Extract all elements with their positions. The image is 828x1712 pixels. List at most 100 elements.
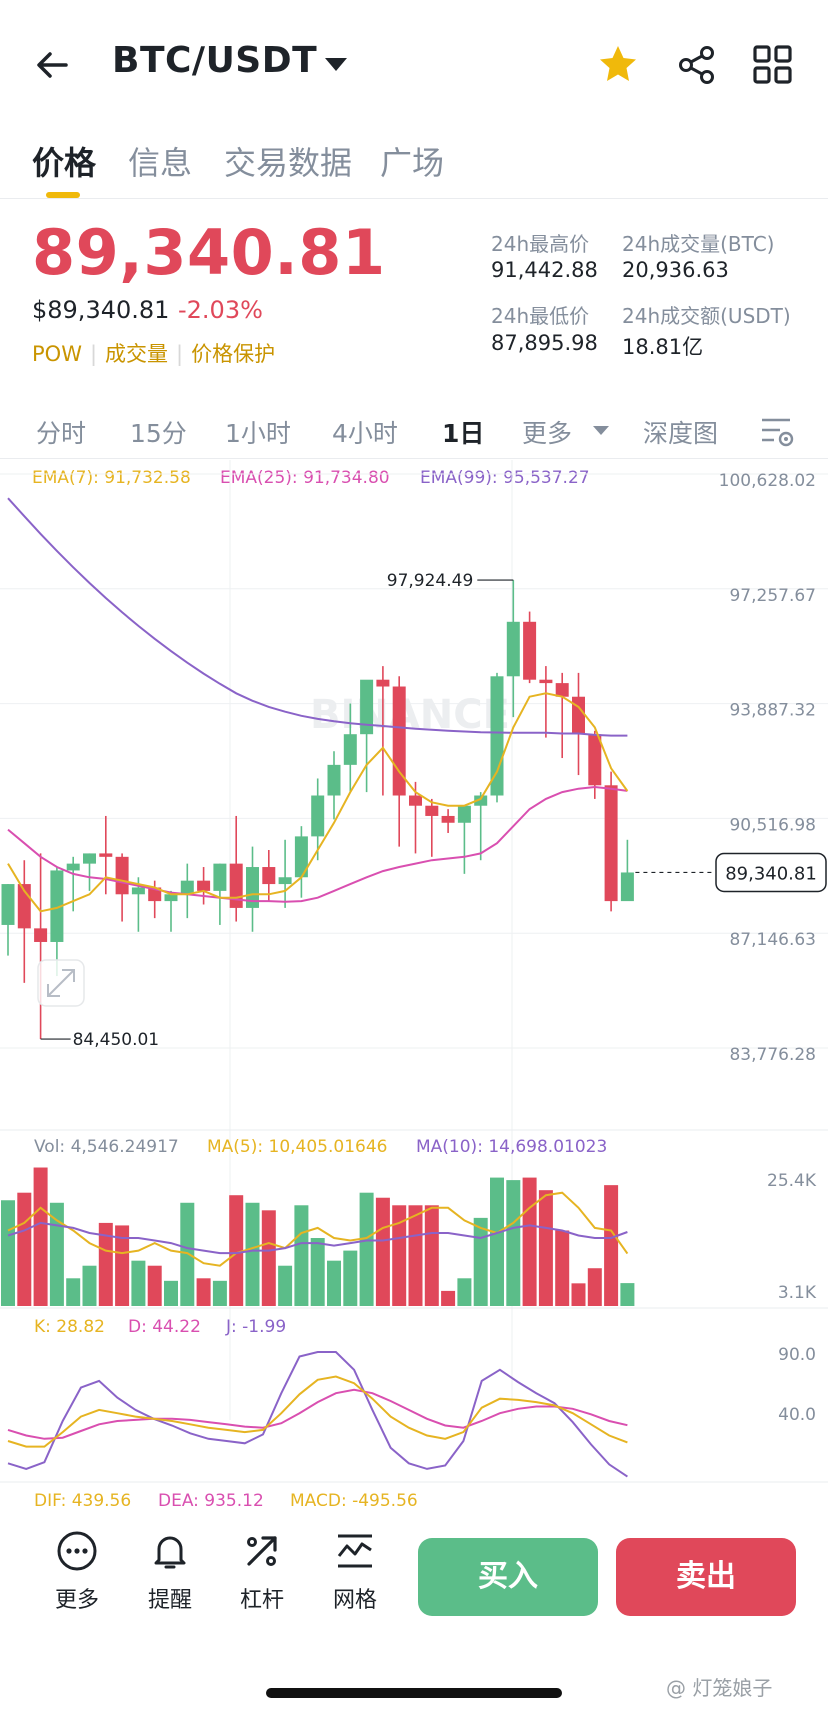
ema99-legend: EMA(99): 95,537.27 <box>420 468 590 488</box>
candle-body <box>197 880 211 891</box>
price-chart[interactable]: 100,628.02 97,257.67 93,887.32 90,516.98 87,… <box>0 460 828 1510</box>
grid-trading-button[interactable]: 网格 <box>315 1530 395 1614</box>
back-arrow-icon[interactable] <box>30 40 80 90</box>
last-price-label: 89,340.81 <box>725 863 817 884</box>
high-annotation: 97,924.49 <box>387 571 474 591</box>
candle-body <box>115 856 129 895</box>
volume-bar <box>359 1192 374 1306</box>
candle-body <box>588 734 602 786</box>
candle-body <box>131 887 145 895</box>
low-annotation: 84,450.01 <box>73 1030 160 1050</box>
volume-bar <box>555 1230 570 1306</box>
trading-pair-title[interactable]: BTC/USDT <box>112 40 318 81</box>
leverage-icon <box>247 1536 277 1566</box>
candle-body <box>555 683 569 697</box>
candle-body <box>604 785 618 902</box>
volume-y-tick: 3.1K <box>778 1283 817 1303</box>
last-price-box <box>715 852 827 893</box>
y-tick-label: 87,146.63 <box>729 930 816 950</box>
last-price: 89,340.81 <box>32 216 386 289</box>
volume-ma10-legend: MA(10): 14,698.01023 <box>416 1137 607 1157</box>
home-indicator[interactable] <box>266 1688 562 1698</box>
header: BTC/USDT <box>0 0 828 130</box>
more-button[interactable]: 更多 <box>37 1530 117 1614</box>
grid-trading-icon <box>337 1534 372 1568</box>
candle-body <box>539 679 553 684</box>
macd-dif-legend: DIF: 439.56 <box>34 1491 131 1510</box>
coin-tags: POW | 成交量 | 价格保护 <box>32 338 283 368</box>
interval-time[interactable]: 分时 <box>36 419 87 448</box>
bottom-action-bar: 更多 提醒 杠杆 网格 买入 卖出 <box>0 1510 828 1712</box>
candle-body <box>83 853 96 864</box>
high-value: 91,442.88 <box>491 258 598 282</box>
volume-bar <box>82 1265 97 1306</box>
caret-down-icon[interactable] <box>325 58 347 71</box>
volume-bar <box>294 1205 309 1306</box>
star-icon[interactable] <box>596 42 640 90</box>
candle-body <box>262 867 276 885</box>
volume-bar <box>131 1260 146 1306</box>
volume-bar <box>245 1202 260 1306</box>
candle-body <box>360 679 374 735</box>
leverage-button[interactable]: 杠杆 <box>222 1530 302 1614</box>
candle-body <box>180 880 194 895</box>
candle-body <box>409 795 422 806</box>
kdj-k-line <box>7 1375 628 1448</box>
usd-price: $89,340.81 <box>32 296 170 324</box>
volume-bar <box>212 1280 227 1306</box>
candle-body <box>311 795 325 837</box>
detail-tabs: 价格 信息 交易数据 广场 <box>0 130 828 199</box>
grid-icon[interactable] <box>752 44 794 90</box>
candle-body <box>278 877 292 885</box>
volume-bar <box>1 1200 15 1306</box>
volume-bar <box>375 1197 390 1306</box>
volume-bar <box>278 1265 293 1306</box>
volume-usdt-value: 18.81亿 <box>622 335 704 359</box>
macd-value-legend: MACD: -495.56 <box>290 1491 418 1510</box>
volume-bar <box>587 1268 602 1306</box>
tab-price[interactable]: 价格 <box>32 144 97 182</box>
interval-15m[interactable]: 15分 <box>130 419 187 448</box>
y-tick-label: 90,516.98 <box>729 815 816 835</box>
caret-down-icon[interactable] <box>593 426 609 435</box>
candle-body <box>523 621 537 680</box>
candle-body <box>620 872 634 902</box>
alert-label: 提醒 <box>147 1588 192 1613</box>
volume-bar <box>33 1167 48 1306</box>
candle-body <box>1 884 15 925</box>
leverage-label: 杠杆 <box>239 1588 284 1613</box>
buy-button[interactable]: 买入 <box>418 1538 598 1616</box>
tag-pow[interactable]: POW <box>32 342 82 366</box>
more-label: 更多 <box>54 1588 99 1613</box>
kdj-k-legend: K: 28.82 <box>34 1317 105 1337</box>
y-tick-label: 83,776.28 <box>729 1045 816 1065</box>
chart-settings-icon[interactable] <box>760 416 796 452</box>
interval-4h[interactable]: 4小时 <box>332 419 398 448</box>
candle-body <box>213 863 227 891</box>
interval-1d[interactable]: 1日 <box>442 419 485 448</box>
alert-button[interactable]: 提醒 <box>130 1530 210 1614</box>
chart-watermark: BINANCE <box>310 692 510 738</box>
tag-volume[interactable]: 成交量 <box>105 342 169 366</box>
candle-body <box>392 686 406 796</box>
ema7-legend: EMA(7): 91,732.58 <box>32 468 191 488</box>
volume-bar <box>408 1205 423 1306</box>
kdj-y-tick: 90.0 <box>778 1345 816 1365</box>
share-icon[interactable] <box>676 44 718 90</box>
tab-trading-data[interactable]: 交易数据 <box>224 144 353 182</box>
interval-more[interactable]: 更多 <box>522 419 573 448</box>
volume-bar <box>457 1278 472 1306</box>
candle-body <box>294 836 308 878</box>
tag-divider: | <box>176 342 184 366</box>
volume-bar <box>441 1290 456 1306</box>
interval-1h[interactable]: 1小时 <box>225 419 291 448</box>
depth-chart-tab[interactable]: 深度图 <box>643 419 719 448</box>
sell-button[interactable]: 卖出 <box>616 1538 796 1616</box>
volume-bar <box>506 1180 521 1306</box>
change-percent: -2.03% <box>178 296 263 324</box>
volume-ma10-line <box>7 1221 628 1255</box>
tab-square[interactable]: 广场 <box>380 144 445 182</box>
tab-info[interactable]: 信息 <box>128 144 193 182</box>
volume-bar <box>17 1192 32 1306</box>
tag-price-protection[interactable]: 价格保护 <box>191 342 276 366</box>
